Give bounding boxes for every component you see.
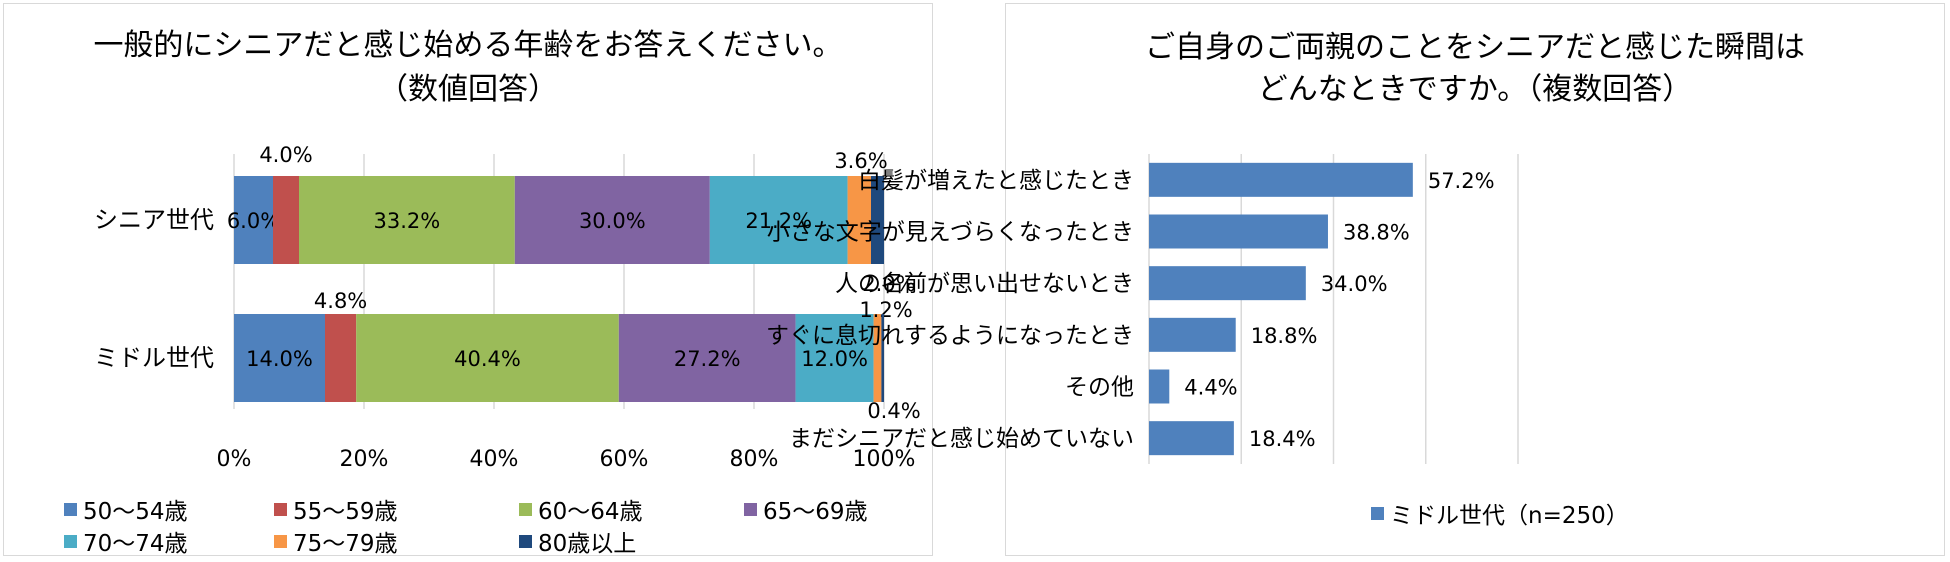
legend-label: ミドル世代（n=250） (1390, 503, 1629, 529)
bar-segment (234, 176, 273, 264)
bar-segment (709, 176, 848, 264)
bar (1149, 162, 1413, 197)
x-tick-label: 80% (730, 447, 779, 472)
category-label: 白髪が増えたと感じたとき (858, 168, 1134, 194)
legend-item: 50～54歳 (64, 492, 188, 526)
legend-label: 55～59歳 (293, 499, 398, 525)
data-label: 2.0% (862, 272, 915, 296)
bar-segment (618, 314, 796, 402)
legend-label: 80歳以上 (538, 531, 637, 557)
chart-title-line-1: ご自身のご両親のことをシニアだと感じた瞬間は (1145, 30, 1805, 65)
data-label: 21.2% (745, 209, 812, 233)
data-label: 1.2% (859, 298, 912, 322)
category-label: すぐに息切れするようになったとき (766, 323, 1134, 349)
legend-label: 60～64歳 (538, 499, 643, 525)
data-label: 4.0% (259, 143, 312, 167)
legend-swatch (519, 534, 532, 548)
legend-item: 65～69歳 (744, 492, 868, 526)
bar-segment (871, 176, 884, 264)
x-tick-label: 40% (470, 447, 519, 472)
legend-swatch (744, 502, 757, 516)
legend-label: 50～54歳 (83, 499, 188, 525)
legend-label: 65～69歳 (763, 499, 868, 525)
bar-segment (273, 176, 299, 264)
data-label: 34.0% (1321, 272, 1388, 296)
bar (1149, 421, 1234, 456)
bar (1149, 266, 1306, 301)
chart-title-line-2: どんなときですか。（複数回答） (1257, 72, 1693, 107)
category-label: まだシニアだと感じ始めていない (789, 426, 1134, 452)
bar-segment (325, 314, 357, 402)
bar (1149, 317, 1236, 352)
data-label: 6.0% (227, 209, 280, 233)
chart-title-line-1: 一般的にシニアだと感じ始める年齢をお答えください。 (93, 28, 843, 63)
bar-segment (873, 314, 882, 402)
bar-segment (234, 314, 325, 402)
legend-swatch (274, 502, 287, 516)
legend-swatch (274, 534, 287, 548)
data-label: 12.0% (801, 347, 868, 371)
legend-swatch (519, 502, 532, 516)
category-label: 小さな文字が見えづらくなったとき (767, 220, 1134, 246)
data-label: 0.4% (867, 399, 920, 423)
data-label: 57.2% (1428, 169, 1495, 193)
category-label: シニア世代 (94, 206, 214, 234)
data-label: 14.0% (246, 347, 313, 371)
x-tick-label: 100% (853, 447, 916, 472)
data-label: 27.2% (674, 347, 741, 371)
bar (1149, 369, 1170, 404)
bar-chart-panel: ご自身のご両親のことをシニアだと感じた瞬間は どんなときですか。（複数回答） 白… (766, 3, 1945, 556)
horizontal-bar-chart: 白髪が増えたと感じたとき 57.2% 小さな文字が見えづらくなったとき 38.8% 人の… (766, 154, 1519, 464)
legend-swatch (1371, 506, 1384, 520)
data-label: 38.8% (1343, 221, 1410, 245)
legend-item: 60～64歳 (519, 492, 643, 526)
legend-item: 75～79歳 (274, 524, 398, 558)
data-label: 33.2% (374, 209, 441, 233)
bar-segment (299, 176, 515, 264)
legend-label: 75～79歳 (293, 531, 398, 557)
legend-item: 55～59歳 (274, 492, 398, 526)
data-label: 18.8% (1251, 324, 1318, 348)
legend-item: ミドル世代（n=250） (1371, 496, 1629, 530)
legend-item: 70～74歳 (64, 524, 188, 558)
data-label: 18.4% (1249, 427, 1316, 451)
x-tick-label: 60% (600, 447, 649, 472)
bar-segment (356, 314, 619, 402)
category-label: ミドル世代 (94, 344, 214, 372)
data-label: 30.0% (579, 209, 646, 233)
data-label: 4.4% (1184, 376, 1237, 400)
legend-label: 70～74歳 (83, 531, 188, 557)
data-label: 40.4% (454, 347, 521, 371)
category-label: 人の名前が思い出せないとき (835, 271, 1134, 297)
bar-segment (514, 176, 710, 264)
chart-title-line-2: （数値回答） (378, 72, 558, 107)
bar-segment (795, 314, 874, 402)
legend-swatch (64, 502, 77, 516)
legend-item: 80歳以上 (519, 524, 636, 558)
stacked-chart-panel: 一般的にシニアだと感じ始める年齢をお答えください。 （数値回答） 0% 20% 40… (3, 3, 933, 558)
category-label: その他 (1065, 375, 1134, 401)
bar-segment (881, 314, 884, 402)
legend-swatch (64, 534, 77, 548)
x-tick-label: 0% (217, 447, 252, 472)
bar (1149, 214, 1328, 249)
data-label: 4.8% (314, 289, 367, 313)
bar-segment (847, 176, 871, 264)
x-tick-label: 20% (340, 447, 389, 472)
data-label: 3.6% (834, 149, 887, 173)
